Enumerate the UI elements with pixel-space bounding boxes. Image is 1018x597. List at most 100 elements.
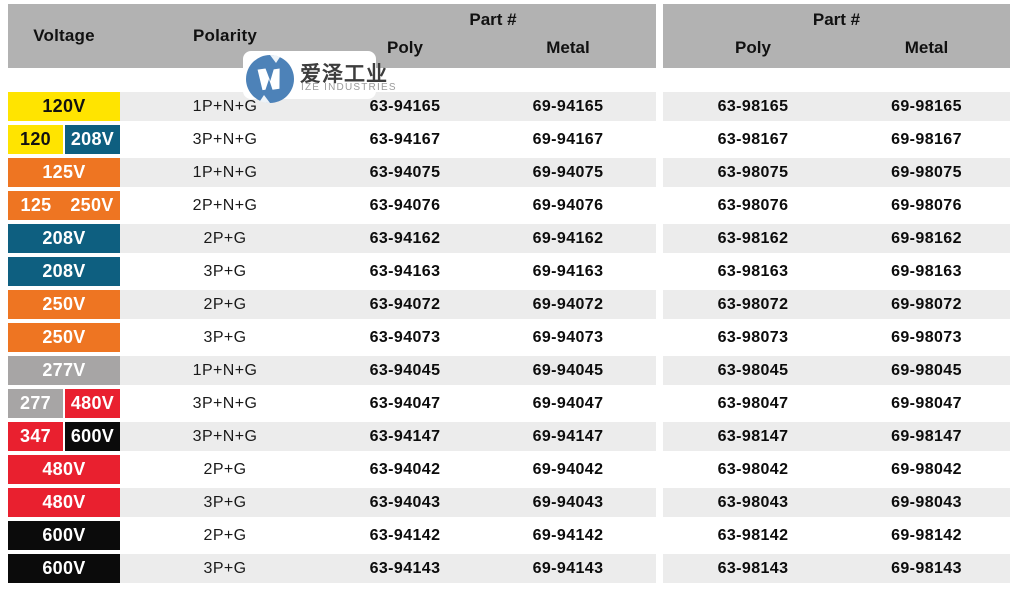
voltage-badge: 125 [8, 191, 64, 220]
metal-part-number: 69-94143 [532, 559, 604, 577]
metal-part-number: 69-94045 [532, 361, 604, 379]
row-left-block: 3P+N+G 63-94047 69-94047 [120, 389, 656, 418]
row-left-block: 3P+G 63-94043 69-94043 [120, 488, 656, 517]
left-margin [0, 356, 8, 385]
voltage-badge-cell: 208V [8, 257, 120, 286]
table-row: 125 250V 2P+N+G 63-94076 69-94076 63-98076 69-… [0, 191, 1018, 220]
right-margin [1010, 389, 1018, 418]
row-left-block: 3P+G 63-94143 69-94143 [120, 554, 656, 583]
block-divider [656, 224, 663, 253]
block-divider [656, 158, 663, 187]
poly-part-number: 63-94165 [369, 97, 441, 115]
voltage-badge-cell: 125 250V [8, 191, 120, 220]
watermark-logo: 爱泽工业 IZE INDUSTRIES [240, 48, 400, 106]
left-margin [0, 554, 8, 583]
polarity-value: 3P+N+G [192, 427, 258, 445]
poly-part-number: 63-98047 [717, 394, 789, 412]
table-row: 208V 2P+G 63-94162 69-94162 63-98162 69-98162 [0, 224, 1018, 253]
row-left-block: 1P+N+G 63-94165 69-94165 [120, 92, 656, 121]
polarity-value: 3P+G [203, 262, 247, 280]
block-divider [656, 92, 663, 121]
metal-part-number: 69-98142 [891, 526, 962, 544]
block-divider [656, 323, 663, 352]
poly-part-number: 63-98043 [717, 493, 789, 511]
row-right-block: 63-98045 69-98045 [663, 356, 1010, 385]
voltage-column-header: Voltage [33, 26, 95, 45]
left-margin [0, 158, 8, 187]
row-left-block: 2P+G 63-94162 69-94162 [120, 224, 656, 253]
poly-part-number: 63-98165 [717, 97, 789, 115]
polarity-value: 2P+N+G [192, 196, 258, 214]
metal-part-number: 69-98167 [891, 130, 962, 148]
poly-part-number: 63-94047 [369, 394, 441, 412]
voltage-badge: 277 [8, 389, 63, 418]
metal-part-number: 69-94163 [532, 262, 604, 280]
left-margin [0, 389, 8, 418]
ize-swirl-logo-icon [246, 54, 294, 104]
right-margin [1010, 224, 1018, 253]
left-margin [0, 191, 8, 220]
polarity-value: 3P+N+G [192, 394, 258, 412]
right-margin [1010, 422, 1018, 451]
row-right-block: 63-98162 69-98162 [663, 224, 1010, 253]
polarity-value: 1P+N+G [192, 361, 258, 379]
block-divider [656, 554, 663, 583]
row-left-block: 2P+N+G 63-94076 69-94076 [120, 191, 656, 220]
block-divider [656, 455, 663, 484]
metal-part-number: 69-94047 [532, 394, 604, 412]
voltage-badge: 480V [8, 455, 120, 484]
voltage-badge-cell: 600V [8, 521, 120, 550]
part-number-group-title: Part # [469, 10, 517, 29]
voltage-badge: 347 [8, 422, 63, 451]
row-right-block: 63-98042 69-98042 [663, 455, 1010, 484]
right-margin [1010, 257, 1018, 286]
metal-part-number: 69-98143 [891, 559, 962, 577]
right-margin [1010, 554, 1018, 583]
poly-part-number: 63-98147 [717, 427, 789, 445]
poly-part-number: 63-94147 [369, 427, 441, 445]
row-right-block: 63-98147 69-98147 [663, 422, 1010, 451]
poly-part-number: 63-94042 [369, 460, 441, 478]
voltage-badge-cell: 125V [8, 158, 120, 187]
block-divider [656, 521, 663, 550]
metal-part-number: 69-98043 [891, 493, 962, 511]
right-margin [1010, 323, 1018, 352]
left-margin [0, 257, 8, 286]
left-margin [0, 323, 8, 352]
row-left-block: 3P+N+G 63-94147 69-94147 [120, 422, 656, 451]
polarity-value: 2P+G [203, 295, 247, 313]
block-divider [656, 389, 663, 418]
poly-part-number: 63-94072 [369, 295, 441, 313]
catalog-page: Voltage Polarity Part # Poly Metal Part … [0, 4, 1018, 597]
right-margin [1010, 92, 1018, 121]
right-margin [1010, 488, 1018, 517]
voltage-badge: 250V [8, 323, 120, 352]
table-row: 277V 1P+N+G 63-94045 69-94045 63-98045 69-980… [0, 356, 1018, 385]
voltage-badge-cell: 600V [8, 554, 120, 583]
row-left-block: 2P+G 63-94072 69-94072 [120, 290, 656, 319]
row-left-block: 3P+G 63-94163 69-94163 [120, 257, 656, 286]
right-margin [1010, 290, 1018, 319]
row-right-block: 63-98043 69-98043 [663, 488, 1010, 517]
voltage-badge-cell: 250V [8, 290, 120, 319]
poly-column-header: Poly [387, 38, 423, 57]
metal-part-number: 69-94165 [532, 97, 604, 115]
metal-column-header: Metal [904, 38, 949, 57]
row-left-block: 1P+N+G 63-94075 69-94075 [120, 158, 656, 187]
left-margin [0, 125, 8, 154]
voltage-badge: 208V [65, 125, 120, 154]
part-number-group-title: Part # [812, 10, 861, 29]
voltage-badge: 250V [64, 191, 120, 220]
table-row: 250V 2P+G 63-94072 69-94072 63-98072 69-98072 [0, 290, 1018, 319]
metal-part-number: 69-98165 [891, 97, 962, 115]
voltage-badge-cell: 480V [8, 455, 120, 484]
poly-part-number: 63-94163 [369, 262, 441, 280]
metal-part-number: 69-94142 [532, 526, 604, 544]
row-left-block: 2P+G 63-94042 69-94042 [120, 455, 656, 484]
watermark-name-en: IZE INDUSTRIES [301, 82, 397, 93]
polarity-value: 3P+N+G [192, 130, 258, 148]
metal-part-number: 69-98147 [891, 427, 962, 445]
row-right-block: 63-98142 69-98142 [663, 521, 1010, 550]
block-divider [656, 290, 663, 319]
polarity-value: 2P+G [203, 229, 247, 247]
